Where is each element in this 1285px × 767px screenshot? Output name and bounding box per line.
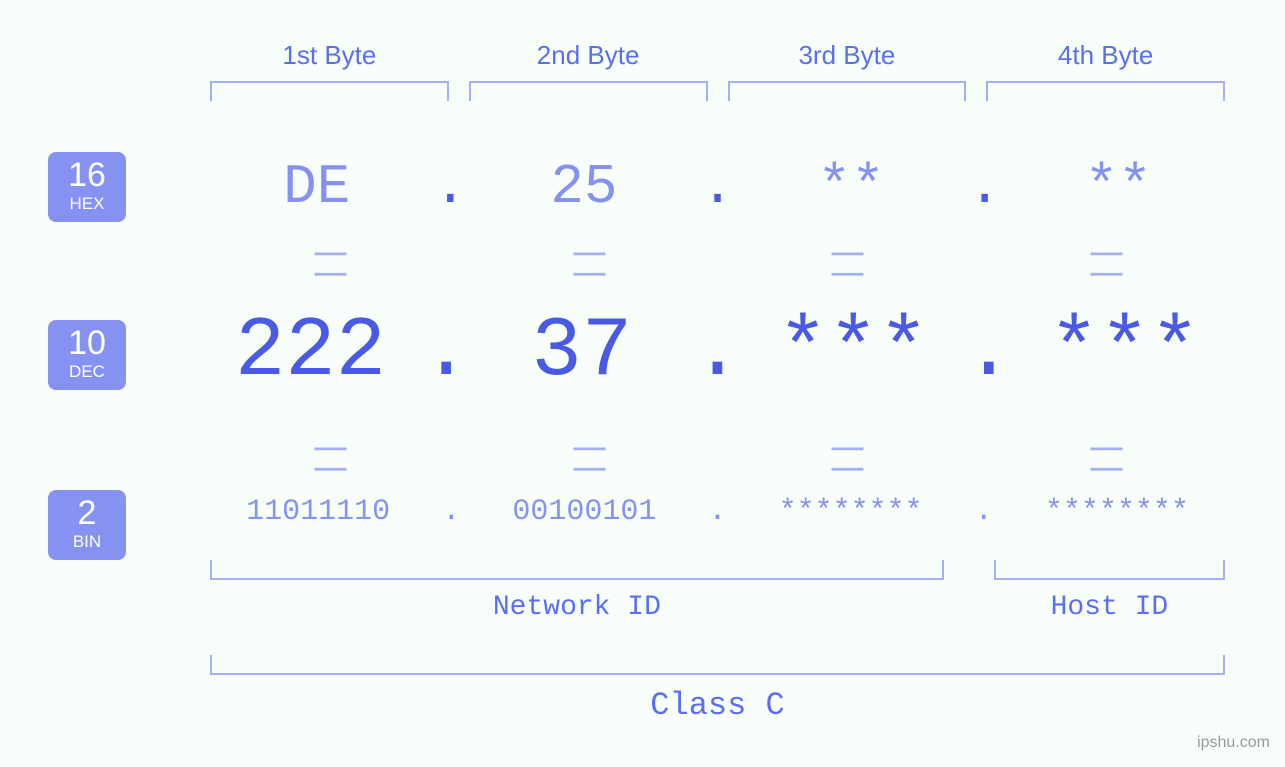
hex-sep-3: . [968,155,1002,219]
bin-sep-3: . [969,495,999,529]
badge-dec-num: 10 [48,326,126,360]
host-id-bracket [994,560,1225,580]
dec-byte-2: 37 [471,305,692,400]
hex-row: DE . 25 . ** . ** [200,155,1235,219]
hex-byte-4: ** [1001,155,1235,219]
network-id-section: Network ID [200,560,954,623]
class-label: Class C [200,687,1235,724]
host-id-section: Host ID [984,560,1235,623]
hex-sep-1: . [434,155,468,219]
byte-header-3: 3rd Byte [718,40,977,101]
dec-row: 222 . 37 . *** . *** [200,305,1235,400]
dec-byte-4: *** [1014,305,1235,400]
badge-dec: 10 DEC [48,320,126,390]
host-id-label: Host ID [984,592,1235,623]
dec-sep-2: . [692,305,742,400]
badge-bin-label: BIN [48,532,126,552]
byte-header-label-2: 2nd Byte [459,40,718,71]
badge-hex-num: 16 [48,158,126,192]
byte-header-label-1: 1st Byte [200,40,459,71]
equals-1-1: || [200,245,459,283]
bin-byte-1: 11011110 [200,495,436,529]
equals-row-1: || || || || [200,245,1235,283]
equals-2-4: || [976,440,1235,478]
watermark: ipshu.com [1197,734,1270,752]
equals-2-3: || [718,440,977,478]
hex-byte-2: 25 [467,155,701,219]
byte-header-label-3: 3rd Byte [718,40,977,71]
badge-hex: 16 HEX [48,152,126,222]
bin-byte-3: ******** [733,495,969,529]
bracket-top-1 [210,81,449,101]
bin-byte-4: ******** [999,495,1235,529]
byte-headers: 1st Byte 2nd Byte 3rd Byte 4th Byte [200,40,1235,101]
hex-sep-2: . [701,155,735,219]
dec-byte-3: *** [743,305,964,400]
badge-dec-label: DEC [48,362,126,382]
equals-1-3: || [718,245,977,283]
network-id-label: Network ID [200,592,954,623]
dec-sep-1: . [421,305,471,400]
bracket-top-3 [728,81,967,101]
hex-byte-3: ** [734,155,968,219]
dec-byte-1: 222 [200,305,421,400]
bin-sep-1: . [436,495,466,529]
bin-sep-2: . [703,495,733,529]
class-bracket [210,655,1225,675]
byte-header-4: 4th Byte [976,40,1235,101]
badge-bin: 2 BIN [48,490,126,560]
bracket-top-4 [986,81,1225,101]
bin-byte-2: 00100101 [466,495,702,529]
id-brackets: Network ID Host ID [200,560,1235,623]
dec-sep-3: . [964,305,1014,400]
hex-byte-1: DE [200,155,434,219]
equals-2-1: || [200,440,459,478]
network-id-bracket [210,560,944,580]
byte-header-label-4: 4th Byte [976,40,1235,71]
bracket-top-2 [469,81,708,101]
byte-header-1: 1st Byte [200,40,459,101]
equals-2-2: || [459,440,718,478]
badge-hex-label: HEX [48,194,126,214]
equals-1-2: || [459,245,718,283]
class-section: Class C [200,655,1235,724]
bin-row: 11011110 . 00100101 . ******** . *******… [200,495,1235,529]
equals-1-4: || [976,245,1235,283]
badge-bin-num: 2 [48,496,126,530]
byte-header-2: 2nd Byte [459,40,718,101]
equals-row-2: || || || || [200,440,1235,478]
